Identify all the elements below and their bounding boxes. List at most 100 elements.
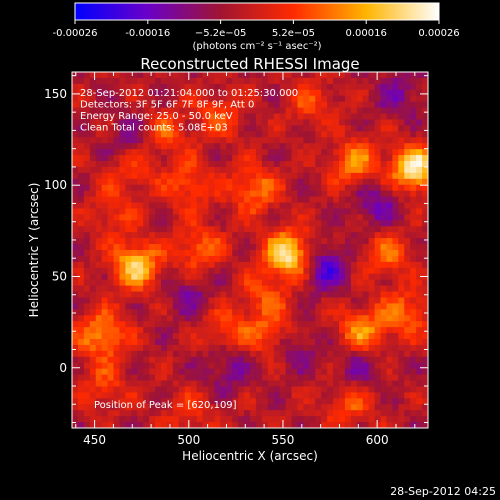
heatmap-cell <box>214 155 221 162</box>
heatmap-cell <box>89 166 97 174</box>
heatmap-cell <box>261 83 269 91</box>
heatmap-cell <box>404 113 411 120</box>
heatmap-cell <box>392 374 399 381</box>
heatmap-cell <box>196 410 203 417</box>
heatmap-cell <box>125 155 132 162</box>
heatmap-cell <box>190 83 197 91</box>
heatmap-cell <box>107 362 114 370</box>
heatmap-cell <box>362 297 370 304</box>
heatmap-cell <box>380 315 387 322</box>
heatmap-cell <box>344 166 352 174</box>
heatmap-cell <box>404 184 411 192</box>
heatmap-cell <box>297 131 304 138</box>
heatmap-cell <box>202 339 209 346</box>
heatmap-cell <box>386 362 393 370</box>
heatmap-cell <box>386 392 393 399</box>
heatmap-cell <box>72 166 79 174</box>
heatmap-cell <box>220 398 227 405</box>
heatmap-cell <box>297 89 304 97</box>
heatmap-cell <box>273 119 281 126</box>
heatmap-cell <box>362 362 370 370</box>
heatmap-cell <box>267 178 275 186</box>
heatmap-cell <box>261 107 269 114</box>
heatmap-cell <box>250 333 257 340</box>
heatmap-cell <box>422 422 429 429</box>
heatmap-cell <box>410 214 417 221</box>
heatmap-cell <box>178 113 186 120</box>
heatmap-cell <box>410 178 417 186</box>
heatmap-cell <box>416 178 423 186</box>
heatmap-cell <box>297 196 304 203</box>
heatmap-cell <box>107 244 114 251</box>
heatmap-cell <box>255 131 263 138</box>
heatmap-cell <box>416 410 423 417</box>
heatmap-cell <box>250 101 257 108</box>
heatmap-cell <box>166 356 174 364</box>
heatmap-cell <box>333 422 340 429</box>
heatmap-cell <box>232 350 239 358</box>
heatmap-cell <box>416 350 423 358</box>
heatmap-cell <box>113 297 120 304</box>
heatmap-cell <box>309 327 316 334</box>
heatmap-cell <box>303 297 310 304</box>
heatmap-cell <box>83 279 91 286</box>
heatmap-cell <box>226 238 233 245</box>
heatmap-cell <box>398 161 405 168</box>
heatmap-cell <box>178 232 186 239</box>
heatmap-cell <box>238 422 245 429</box>
heatmap-cell <box>89 297 97 304</box>
heatmap-cell <box>72 107 79 114</box>
heatmap-cell <box>250 226 257 233</box>
heatmap-cell <box>155 255 162 263</box>
heatmap-cell <box>166 77 174 85</box>
heatmap-cell <box>255 250 263 257</box>
heatmap-cell <box>172 267 180 275</box>
heatmap-cell <box>184 327 192 334</box>
heatmap-cell <box>208 392 215 399</box>
heatmap-cell <box>309 178 316 186</box>
heatmap-cell <box>416 392 423 399</box>
heatmap-cell <box>344 416 352 423</box>
heatmap-cell <box>422 232 429 239</box>
heatmap-cell <box>273 149 281 156</box>
heatmap-cell <box>309 416 316 423</box>
heatmap-cell <box>356 356 364 364</box>
heatmap-cell <box>226 95 233 103</box>
heatmap-cell <box>172 131 180 138</box>
heatmap-cell <box>267 101 275 108</box>
heatmap-cell <box>125 315 132 322</box>
heatmap-cell <box>72 279 79 286</box>
heatmap-cell <box>380 255 387 263</box>
annotation-line: Detectors: 3F 5F 6F 7F 8F 9F, Att 0 <box>80 100 254 111</box>
heatmap-cell <box>119 131 126 138</box>
heatmap-cell <box>410 101 417 108</box>
heatmap-cell <box>309 244 316 251</box>
heatmap-cell <box>107 125 114 132</box>
heatmap-cell <box>184 149 192 156</box>
heatmap-cell <box>208 155 215 162</box>
heatmap-cell <box>77 398 85 405</box>
heatmap-cell <box>89 137 97 144</box>
heatmap-cell <box>297 273 304 281</box>
heatmap-cell <box>250 166 257 174</box>
heatmap-cell <box>178 137 186 144</box>
heatmap-cell <box>149 392 156 399</box>
heatmap-cell <box>416 422 423 429</box>
heatmap-cell <box>410 155 417 162</box>
heatmap-cell <box>137 392 144 399</box>
heatmap-cell <box>107 232 114 239</box>
heatmap-cell <box>220 273 227 281</box>
heatmap-cell <box>297 143 304 150</box>
heatmap-cell <box>315 350 322 358</box>
heatmap-cell <box>208 285 215 292</box>
heatmap-cell <box>89 172 97 180</box>
heatmap-cell <box>77 72 85 79</box>
heatmap-cell <box>279 89 286 97</box>
heatmap-cell <box>333 386 340 393</box>
heatmap-cell <box>190 172 197 180</box>
heatmap-cell <box>149 386 156 393</box>
heatmap-cell <box>309 72 316 79</box>
heatmap-cell <box>166 303 174 310</box>
heatmap-cell <box>208 273 215 281</box>
heatmap-cell <box>143 321 150 328</box>
